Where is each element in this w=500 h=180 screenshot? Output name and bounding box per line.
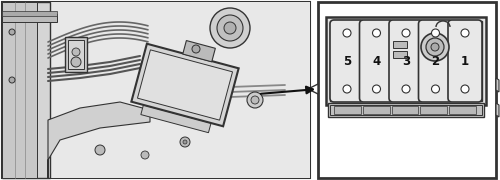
Polygon shape bbox=[138, 50, 232, 120]
Circle shape bbox=[180, 137, 190, 147]
Bar bbox=[330, 21, 482, 101]
Bar bbox=[449, 106, 476, 114]
Polygon shape bbox=[308, 84, 318, 94]
Text: 3: 3 bbox=[402, 55, 410, 68]
Circle shape bbox=[247, 92, 263, 108]
Circle shape bbox=[9, 29, 15, 35]
Bar bbox=[326, 17, 486, 105]
Circle shape bbox=[9, 77, 15, 83]
Circle shape bbox=[432, 29, 440, 37]
Circle shape bbox=[183, 140, 187, 144]
Text: 2: 2 bbox=[432, 55, 440, 68]
Bar bbox=[363, 106, 390, 114]
Bar bbox=[318, 2, 496, 178]
Circle shape bbox=[343, 29, 351, 37]
Circle shape bbox=[95, 145, 105, 155]
Bar bbox=[328, 103, 484, 117]
Circle shape bbox=[461, 85, 469, 93]
Circle shape bbox=[432, 85, 440, 93]
Circle shape bbox=[426, 38, 444, 56]
Polygon shape bbox=[496, 103, 499, 117]
Circle shape bbox=[421, 33, 449, 61]
FancyBboxPatch shape bbox=[418, 20, 452, 102]
Text: 1: 1 bbox=[461, 55, 469, 68]
Circle shape bbox=[372, 85, 380, 93]
Circle shape bbox=[217, 15, 243, 41]
FancyBboxPatch shape bbox=[330, 20, 364, 102]
Circle shape bbox=[402, 29, 410, 37]
Bar bbox=[408, 33, 450, 62]
Bar bbox=[420, 106, 447, 114]
Circle shape bbox=[72, 48, 80, 56]
FancyBboxPatch shape bbox=[389, 20, 423, 102]
Bar bbox=[2, 2, 37, 178]
Circle shape bbox=[71, 57, 81, 67]
Polygon shape bbox=[48, 102, 150, 178]
Bar bbox=[65, 37, 87, 72]
Circle shape bbox=[210, 8, 250, 48]
Bar bbox=[2, 2, 310, 178]
Text: 5: 5 bbox=[343, 55, 351, 68]
Circle shape bbox=[224, 22, 236, 34]
Bar bbox=[2, 2, 310, 178]
Circle shape bbox=[141, 151, 149, 159]
Circle shape bbox=[402, 85, 410, 93]
Polygon shape bbox=[132, 44, 238, 126]
FancyBboxPatch shape bbox=[448, 20, 482, 102]
Bar bbox=[334, 106, 361, 114]
Circle shape bbox=[343, 85, 351, 93]
Circle shape bbox=[431, 43, 439, 51]
Circle shape bbox=[372, 29, 380, 37]
Bar bbox=[2, 2, 50, 178]
Bar bbox=[393, 41, 407, 48]
Bar bbox=[392, 106, 418, 114]
Bar bbox=[2, 11, 57, 16]
Circle shape bbox=[461, 29, 469, 37]
Polygon shape bbox=[141, 105, 211, 133]
Circle shape bbox=[251, 96, 259, 104]
Text: 4: 4 bbox=[372, 55, 380, 68]
FancyBboxPatch shape bbox=[360, 20, 394, 102]
Bar bbox=[405, 30, 453, 65]
Bar bbox=[2, 14, 57, 22]
Bar bbox=[393, 51, 407, 58]
Bar bbox=[68, 40, 84, 69]
Bar bbox=[330, 105, 482, 115]
Circle shape bbox=[192, 45, 200, 53]
Polygon shape bbox=[183, 40, 216, 62]
Polygon shape bbox=[496, 78, 499, 92]
